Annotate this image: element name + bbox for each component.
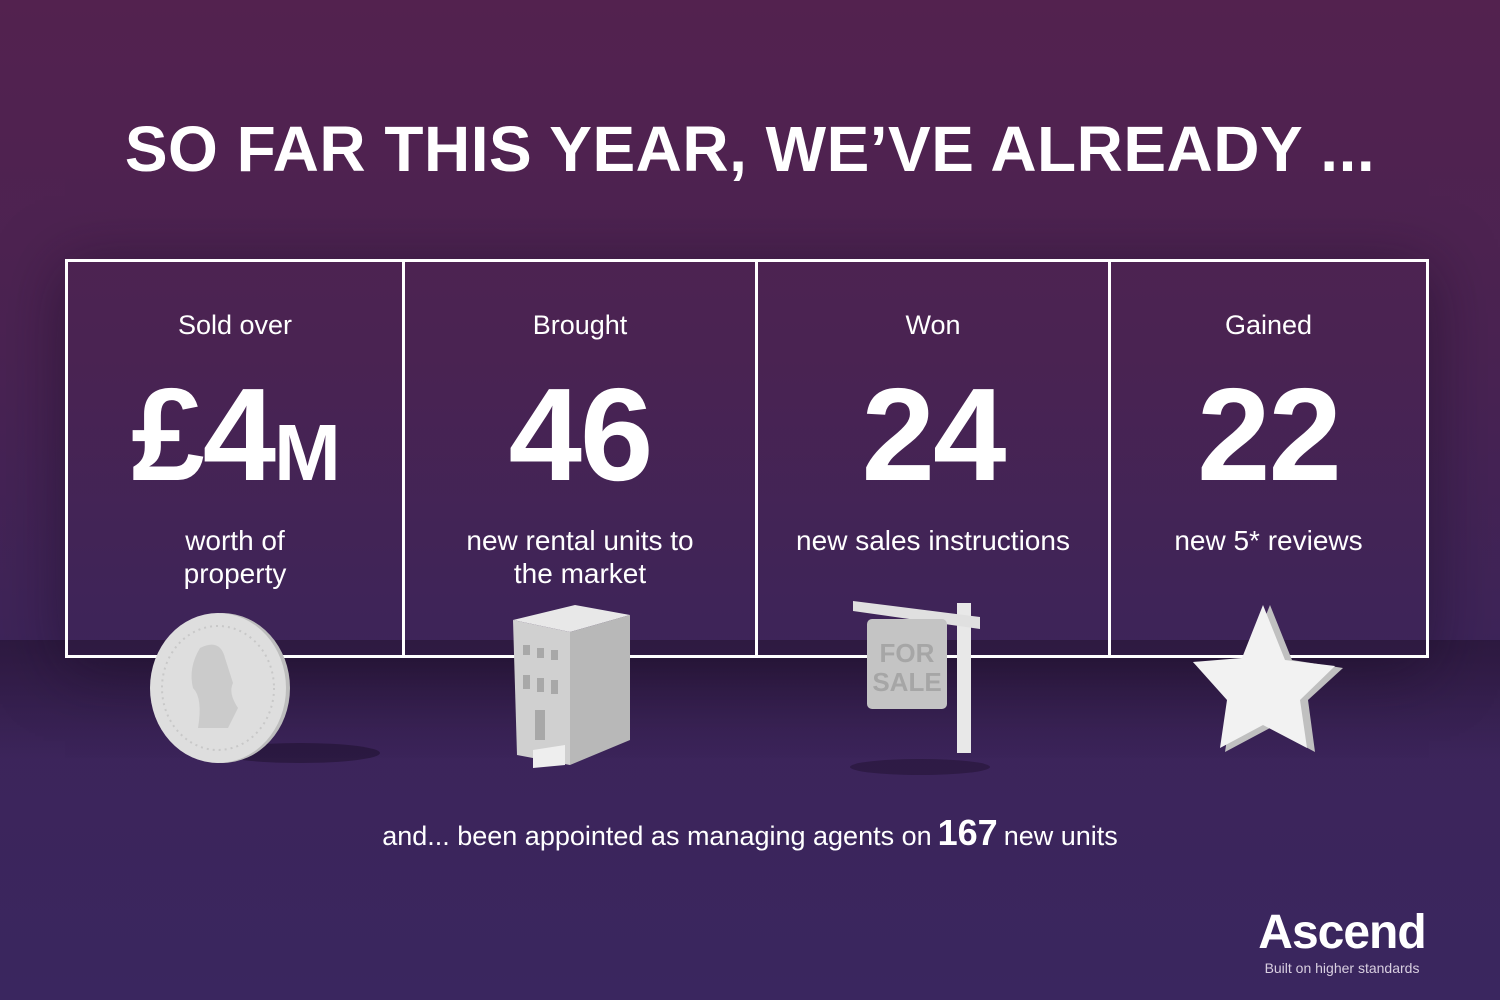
- stat-value: £4: [131, 361, 276, 508]
- stat-desc: new sales instructions: [796, 525, 1070, 556]
- stat-value: 46: [508, 361, 654, 508]
- stat-unit: M: [274, 408, 341, 497]
- stat-lead: Brought: [532, 310, 628, 340]
- footer-after: new units: [1003, 821, 1118, 851]
- stat-desc: worth of property: [183, 525, 287, 589]
- stat-sales: Won 24 new sales instructions: [758, 262, 1111, 655]
- logo-tagline: Built on higher standards: [1264, 960, 1420, 976]
- page-title: SO FAR THIS YEAR, WE’VE ALREADY ...: [124, 113, 1376, 185]
- stat-value: 24: [861, 361, 1007, 508]
- coin-icon: [150, 613, 380, 763]
- stat-lead: Won: [905, 310, 961, 340]
- footer-before: and... been appointed as managing agents…: [382, 821, 932, 851]
- stat-desc: new rental units to the market: [466, 525, 694, 589]
- stat-rentals: Brought 46 new rental units to the marke…: [405, 262, 758, 655]
- for-sale-sign-icon: FOR SALE: [850, 601, 990, 775]
- sign-text-1: FOR: [880, 638, 935, 668]
- stat-lead: Sold over: [177, 310, 293, 340]
- footer-number: 167: [937, 812, 998, 853]
- stat-number: £4M: [68, 369, 402, 518]
- footer-text: and... been appointed as managing agents…: [0, 812, 1500, 854]
- star-icon: [1193, 605, 1343, 752]
- building-icon: [513, 605, 630, 768]
- sign-text-2: SALE: [872, 667, 941, 697]
- stats-grid: Sold over £4M worth of property Brought …: [65, 259, 1429, 658]
- stat-value: 22: [1197, 361, 1342, 508]
- stat-sold: Sold over £4M worth of property: [68, 262, 405, 655]
- ascend-logo: Ascend Built on higher standards: [1252, 906, 1432, 977]
- logo-brand: Ascend: [1258, 906, 1426, 959]
- stat-lead: Gained: [1224, 310, 1313, 340]
- stat-desc: new 5* reviews: [1174, 525, 1363, 556]
- stat-reviews: Gained 22 new 5* reviews: [1111, 262, 1426, 655]
